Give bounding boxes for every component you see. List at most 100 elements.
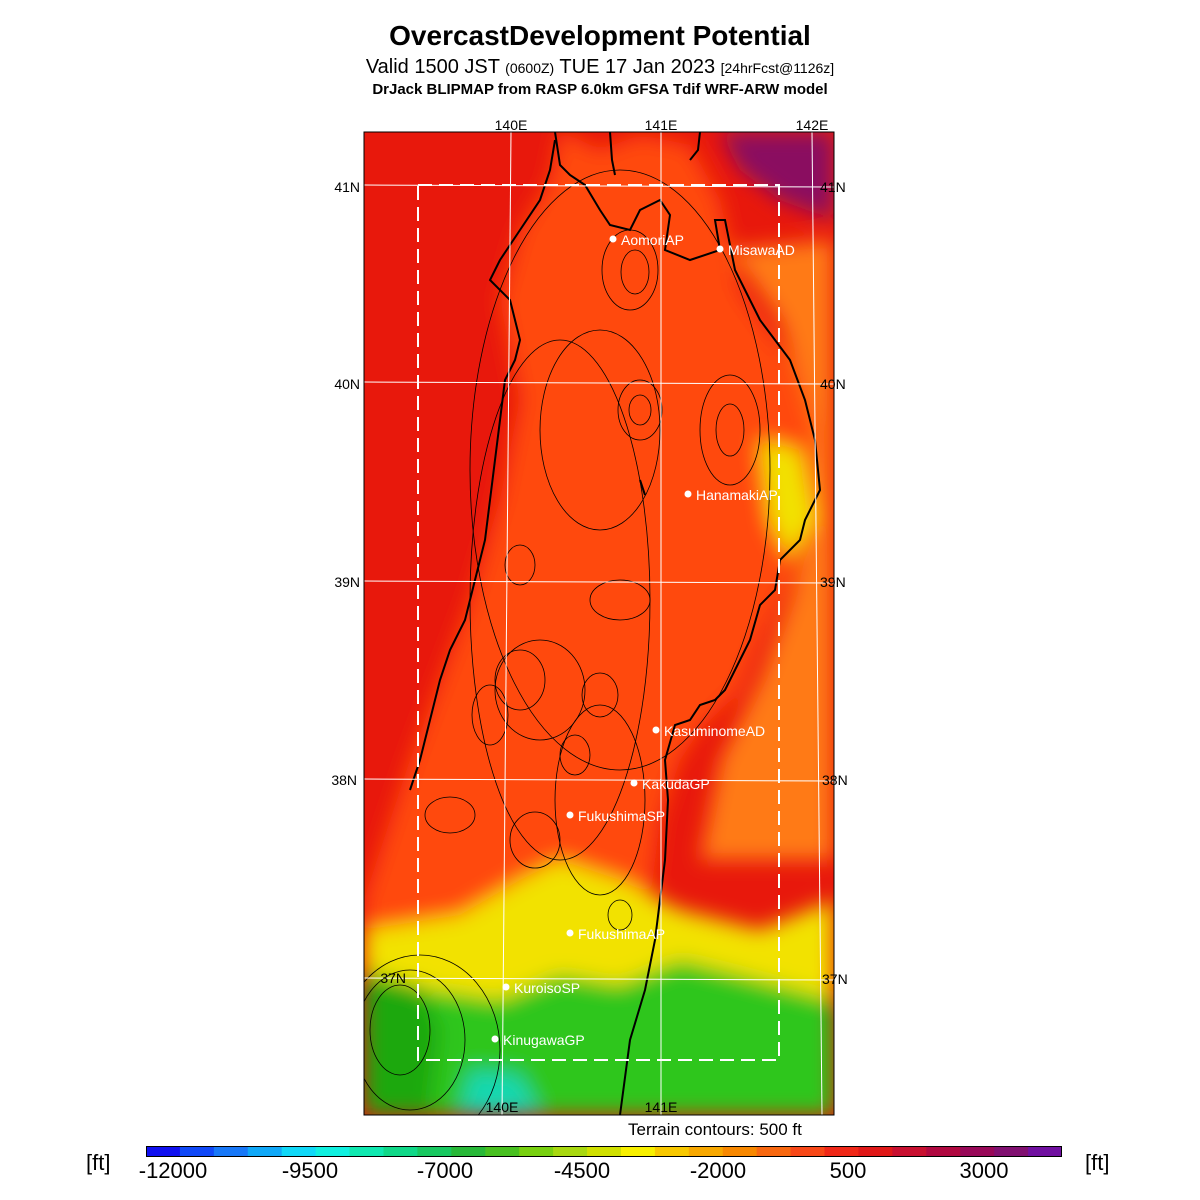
station-label: FukushimaSP	[578, 808, 665, 824]
cyan-zone	[460, 1070, 540, 1115]
lat-label-40n-left: 40N	[334, 376, 360, 392]
map-field	[364, 132, 834, 1115]
valid-prefix: Valid 1500 JST	[365, 56, 500, 78]
colorbar-unit-left: [ft]	[86, 1150, 111, 1175]
colorbar	[146, 1146, 1062, 1157]
colorbar-swatch	[417, 1146, 452, 1157]
colorbar-swatch	[553, 1146, 588, 1157]
lon-label-142e-top: 142E	[796, 117, 829, 133]
colorbar-swatch	[824, 1146, 859, 1157]
station-fukushimaap[interactable]: FukushimaAP	[566, 926, 666, 942]
station-fukushimasp[interactable]: FukushimaSP	[566, 808, 666, 824]
purple-zone	[720, 132, 834, 220]
parallel-line	[364, 580, 834, 584]
page-title: OvercastDevelopment Potential	[389, 20, 811, 51]
lon-label-141e-bottom: 141E	[645, 1099, 678, 1115]
station-aomoriap[interactable]: AomoriAP	[609, 232, 685, 248]
station-dot	[491, 1035, 499, 1043]
lat-label-37n-left: 37N	[380, 970, 406, 986]
station-label: KuroisoSP	[514, 980, 580, 996]
lat-label-38n-right: 38N	[822, 772, 848, 788]
lon-label-140e-bottom: 140E	[486, 1099, 519, 1115]
parallel-line	[364, 381, 834, 385]
graticule	[364, 132, 834, 1115]
station-dot	[566, 929, 574, 937]
station-kakudagp[interactable]: KakudaGP	[630, 776, 710, 792]
colorbar-swatch	[926, 1146, 961, 1157]
contour-note: Terrain contours: 500 ft	[628, 1120, 802, 1139]
land-area	[364, 132, 815, 1115]
colorbar-swatch	[620, 1146, 656, 1157]
station-dot	[609, 235, 617, 243]
meridian-line	[811, 132, 823, 1115]
lat-label-39n-right: 39N	[820, 574, 846, 590]
meridian-line	[501, 132, 512, 1115]
lon-label-141e-top: 141E	[645, 117, 678, 133]
station-dot	[502, 983, 510, 991]
station-label: AomoriAP	[621, 232, 684, 248]
colorbar-tick-label: 500	[829, 1158, 867, 1183]
east-coast-orange	[700, 240, 834, 860]
colorbar-swatch	[179, 1146, 215, 1157]
stations: AomoriAP MisawaAD HanamakiAP KasuminomeA…	[491, 232, 795, 1048]
lat-label-40n-right: 40N	[820, 376, 846, 392]
station-kuroisosp[interactable]: KuroisoSP	[502, 980, 581, 996]
station-kinugawagp[interactable]: KinugawaGP	[491, 1032, 585, 1048]
valid-utc: (0600Z)	[505, 60, 555, 76]
lat-label-39n-left: 39N	[334, 574, 360, 590]
yellow-east-strip	[760, 440, 815, 560]
dark-green-zone	[364, 975, 440, 1115]
colorbar-swatch	[213, 1146, 249, 1157]
colorbar-swatch	[146, 1146, 181, 1157]
lon-label-140e-top: 140E	[495, 117, 528, 133]
forecast-tag: [24hrFcst@1126z]	[720, 60, 835, 76]
colorbar-swatch	[281, 1146, 317, 1157]
colorbar-swatch	[315, 1146, 351, 1157]
colorbar-swatch	[383, 1146, 418, 1157]
colorbar-tick-label: -12000	[138, 1158, 208, 1183]
colorbar-swatch	[722, 1146, 758, 1157]
lat-label-38n-left: 38N	[331, 772, 357, 788]
lat-label-41n-right: 41N	[820, 179, 846, 195]
colorbar-swatch	[994, 1146, 1029, 1157]
colorbar-swatch	[587, 1146, 622, 1157]
station-label: KakudaGP	[642, 776, 710, 792]
valid-date: TUE 17 Jan 2023	[559, 56, 716, 78]
station-dot	[716, 245, 724, 253]
colorbar-swatch	[790, 1146, 826, 1157]
station-label: KinugawaGP	[503, 1032, 585, 1048]
model-line: DrJack BLIPMAP from RASP 6.0km GFSA Tdif…	[372, 81, 828, 98]
station-dot	[566, 811, 574, 819]
station-kasuminomead[interactable]: KasuminomeAD	[652, 723, 766, 739]
station-label: KasuminomeAD	[664, 723, 765, 739]
colorbar-swatch	[519, 1146, 554, 1157]
colorbar-swatch	[1028, 1146, 1062, 1157]
colorbar-tick-label: -4500	[553, 1158, 611, 1183]
colorbar-swatch	[858, 1146, 893, 1157]
colorbar-swatch	[485, 1146, 520, 1157]
colorbar-swatch	[960, 1146, 995, 1157]
domain-boundary	[417, 184, 780, 1061]
colorbar-tick-label: 3000	[959, 1158, 1009, 1183]
station-hanamakiap[interactable]: HanamakiAP	[684, 487, 778, 503]
colorbar-swatch	[654, 1146, 690, 1157]
colorbar-tick-label: -9500	[281, 1158, 339, 1183]
station-misawaad[interactable]: MisawaAD	[716, 242, 795, 258]
valid-time-line: Valid 1500 JST (0600Z) TUE 17 Jan 2023 […	[0, 56, 1200, 79]
parallel-line	[364, 778, 834, 782]
station-label: FukushimaAP	[578, 926, 665, 942]
colorbar-swatch	[451, 1146, 486, 1157]
station-dot	[630, 779, 638, 787]
colorbar-swatch	[892, 1146, 927, 1157]
colorbar-unit-right: [ft]	[1085, 1150, 1110, 1175]
colorbar-swatch	[756, 1146, 792, 1157]
lat-label-41n-left: 41N	[334, 179, 360, 195]
colorbar-swatch	[247, 1146, 283, 1157]
colorbar-swatch	[349, 1146, 384, 1157]
colorbar-swatch	[688, 1146, 724, 1157]
lat-label-37n-right: 37N	[822, 971, 848, 987]
parallel-line	[364, 977, 834, 981]
colorbar-tick-label: -7000	[416, 1158, 474, 1183]
station-dot	[652, 726, 660, 734]
